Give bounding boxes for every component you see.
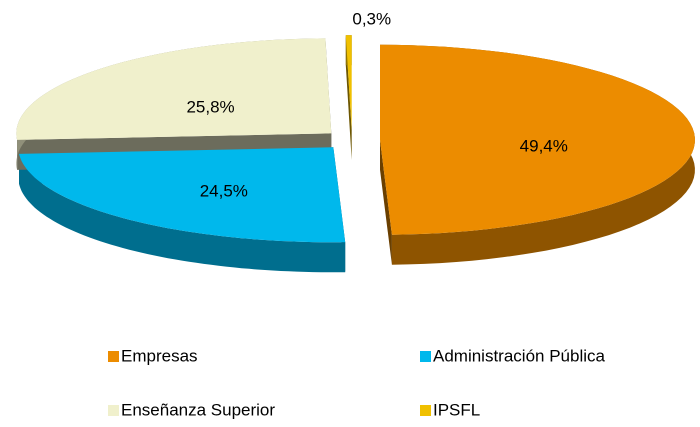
- legend-swatch: [420, 405, 431, 416]
- slice: [380, 44, 695, 235]
- slice-cut-face: [380, 139, 392, 265]
- legend-swatch: [108, 405, 119, 416]
- slice: [19, 147, 346, 243]
- slice-cut-face: [345, 35, 352, 161]
- slice: [345, 35, 352, 131]
- legend-swatch: [420, 351, 431, 362]
- slice: [16, 38, 332, 140]
- data-label: 49,4%: [520, 136, 568, 155]
- data-label: 24,5%: [200, 182, 248, 201]
- data-label: 0,3%: [352, 9, 391, 28]
- legend-label: IPSFL: [433, 400, 480, 419]
- legend-swatch: [108, 351, 119, 362]
- legend-label: Administración Pública: [433, 346, 606, 365]
- slice-wall: [19, 153, 346, 273]
- legend-label: Empresas: [121, 346, 198, 365]
- legend-label: Enseñanza Superior: [121, 400, 275, 419]
- data-label: 25,8%: [186, 98, 234, 117]
